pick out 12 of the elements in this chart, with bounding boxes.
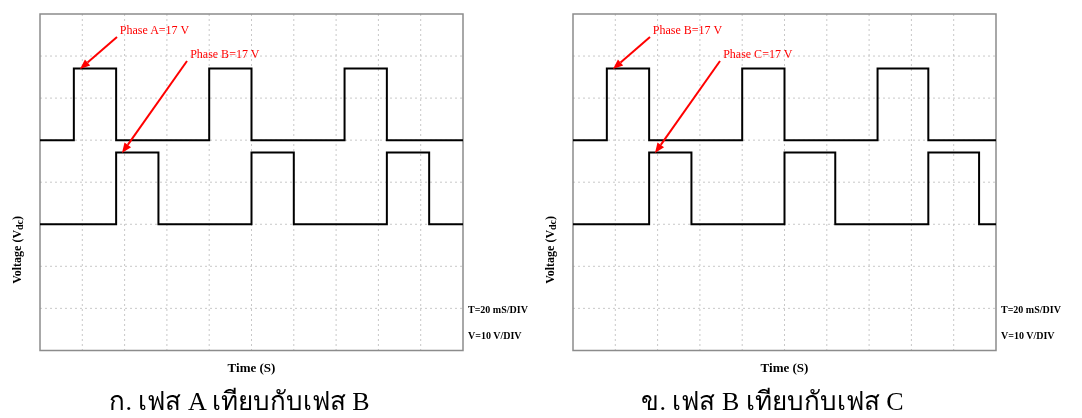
text: ก. เฟส A เทียบกับเฟส B	[108, 386, 371, 418]
text: V=10 V/DIV	[468, 330, 522, 342]
x-axis-title: Time (S)	[760, 359, 809, 375]
text: T=20 mS/DIV	[468, 304, 528, 316]
text: T=20 mS/DIV	[1001, 304, 1061, 316]
text: Phase C=17 V	[723, 46, 793, 62]
text: V=10 V/DIV	[1001, 330, 1055, 342]
x-axis-title: Time (S)	[227, 359, 276, 375]
text: Phase A=17 V	[119, 22, 190, 38]
text: Phase B=17 V	[190, 46, 260, 62]
text: ข. เฟส B เทียบกับเฟส C	[640, 386, 905, 418]
text: Phase B=17 V	[652, 22, 723, 38]
